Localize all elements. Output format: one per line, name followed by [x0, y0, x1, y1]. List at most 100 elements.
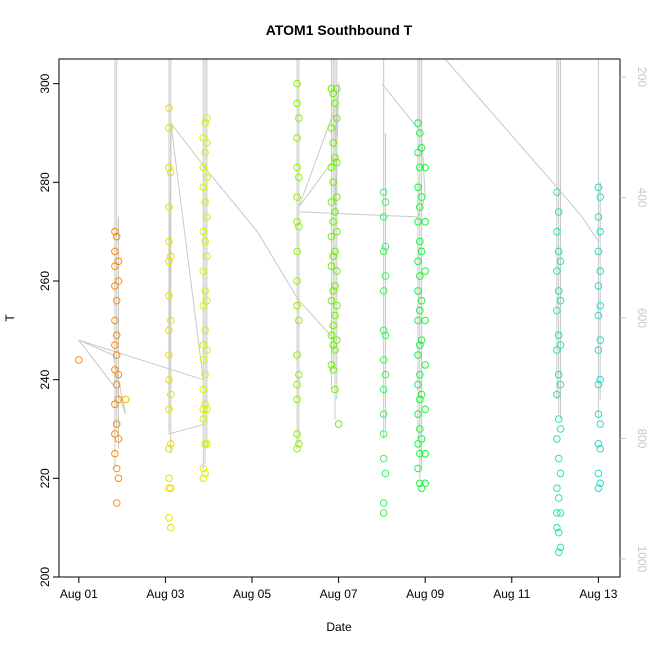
data-point	[379, 247, 388, 256]
data-point	[329, 252, 338, 261]
data-point	[333, 193, 341, 201]
data-point	[554, 370, 563, 379]
data-point	[596, 375, 605, 384]
data-point	[293, 163, 301, 172]
data-point	[596, 336, 605, 345]
x-tick-label: Aug 07	[320, 587, 358, 601]
data-point	[379, 356, 388, 364]
data-point	[199, 134, 208, 142]
data-point	[334, 420, 343, 428]
data-point	[556, 341, 565, 349]
data-point	[379, 385, 388, 394]
data-point	[201, 148, 209, 157]
data-point	[112, 351, 121, 359]
data-point	[199, 464, 208, 473]
data-point	[111, 449, 119, 458]
data-point	[594, 410, 603, 419]
plot-frame	[58, 58, 621, 578]
data-point	[165, 444, 173, 453]
data-point	[417, 296, 426, 305]
data-point	[293, 444, 301, 453]
chart-title: ATOM1 Southbound T	[266, 22, 413, 38]
data-point	[417, 193, 426, 201]
data-point	[112, 331, 121, 340]
data-point	[293, 99, 301, 108]
data-point	[414, 316, 422, 325]
data-point	[594, 183, 603, 192]
track-line	[77, 123, 206, 435]
data-point	[414, 380, 422, 389]
data-point	[293, 193, 301, 201]
data-point	[199, 385, 208, 394]
data-point	[199, 301, 208, 310]
data-point	[329, 341, 338, 349]
data-point	[199, 356, 208, 364]
data-point	[165, 104, 173, 113]
data-point	[201, 326, 209, 335]
y2-tick-label: 400	[635, 188, 649, 208]
data-point	[414, 410, 422, 419]
data-point	[379, 499, 388, 507]
data-point	[327, 262, 336, 271]
data-point	[111, 430, 119, 438]
data-point	[416, 203, 424, 211]
data-point	[417, 435, 426, 443]
data-point	[381, 272, 390, 280]
data-point	[329, 89, 338, 98]
data-point	[201, 400, 209, 409]
data-point	[553, 523, 561, 532]
x-axis-label: Date	[326, 620, 352, 634]
data-point	[553, 435, 561, 443]
y-tick-label: 300	[38, 73, 52, 93]
data-point	[199, 227, 208, 236]
y-tick-label: 240	[38, 369, 52, 389]
data-point	[165, 292, 173, 300]
data-point	[596, 267, 605, 275]
data-point	[421, 267, 430, 275]
data-point	[167, 168, 175, 177]
data-point	[421, 405, 430, 414]
data-point	[165, 326, 173, 335]
data-point	[421, 479, 430, 488]
data-point	[167, 484, 175, 493]
data-point	[554, 548, 563, 557]
data-point	[414, 218, 422, 226]
data-point	[111, 341, 119, 349]
data-point	[327, 331, 336, 340]
data-point	[165, 351, 173, 359]
y-tick-label: 200	[38, 567, 52, 587]
data-point	[111, 400, 119, 409]
data-point	[553, 484, 561, 493]
data-point	[416, 449, 424, 458]
data-point	[379, 326, 388, 335]
data-point	[112, 380, 121, 389]
data-point	[295, 440, 303, 448]
data-point	[594, 213, 603, 221]
data-point	[199, 415, 208, 423]
data-point	[556, 257, 565, 266]
data-point	[554, 454, 563, 463]
data-point	[112, 296, 121, 305]
data-point	[414, 119, 422, 127]
data-point	[75, 356, 83, 364]
data-point	[596, 479, 605, 488]
data-point	[295, 222, 303, 231]
data-point	[554, 528, 563, 537]
data-point	[416, 395, 424, 404]
data-point	[596, 193, 605, 201]
data-point	[556, 543, 565, 552]
x-tick-label: Aug 03	[146, 587, 184, 601]
data-point	[329, 139, 338, 147]
data-point	[293, 247, 301, 256]
data-point	[554, 494, 563, 502]
data-point	[329, 366, 338, 374]
data-point	[596, 420, 605, 428]
y-tick-label: 220	[38, 468, 52, 488]
data-point	[556, 296, 565, 305]
data-point	[556, 425, 565, 433]
data-point	[199, 163, 208, 172]
data-point	[594, 311, 603, 320]
data-point	[203, 440, 211, 448]
data-point	[293, 79, 301, 88]
data-point	[331, 208, 339, 216]
